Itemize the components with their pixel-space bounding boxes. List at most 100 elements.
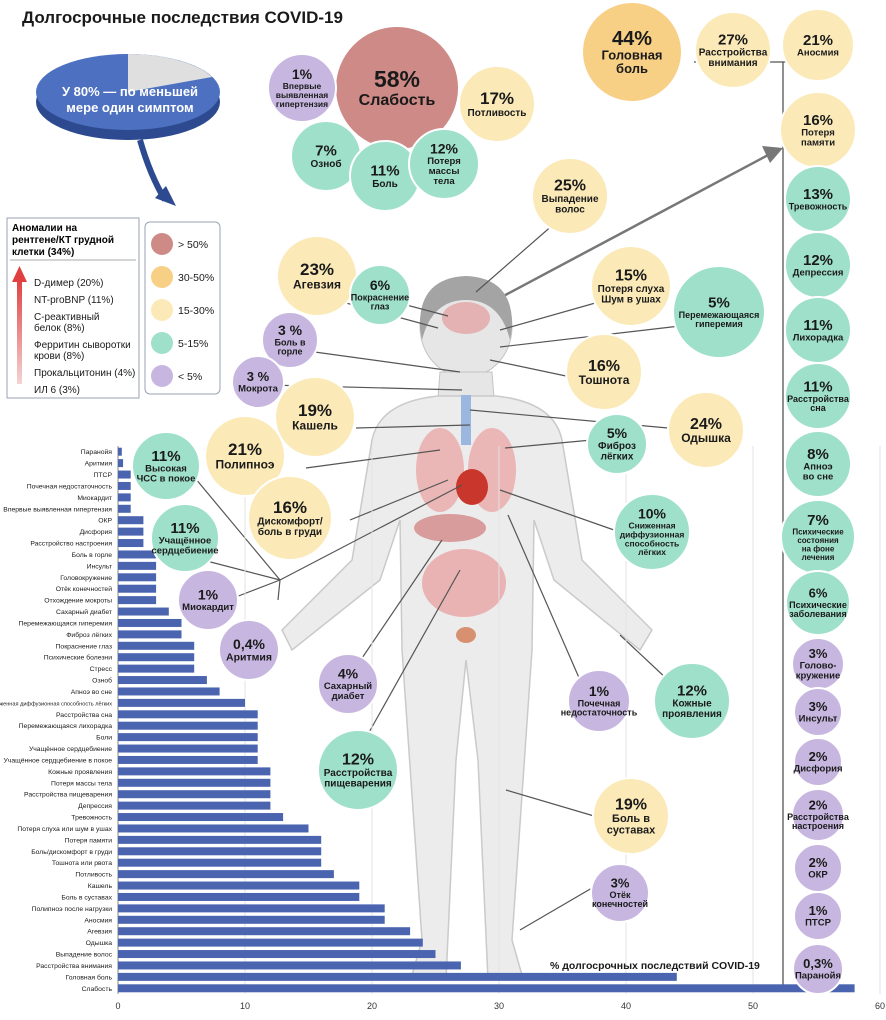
bubble-label: Перемежающаяся bbox=[679, 310, 760, 320]
bar bbox=[118, 721, 258, 730]
bubble-label: Психические bbox=[789, 600, 847, 610]
symptom-bubbles: 58%Слабость1%Впервыевыявленнаягипертензи… bbox=[131, 1, 772, 923]
category-label: Потеря слуха или шум в ушах bbox=[17, 826, 112, 833]
legend-swatch bbox=[151, 233, 173, 255]
bubble-percent: 24% bbox=[690, 416, 722, 433]
bar bbox=[118, 527, 144, 536]
symptom-bubble: 11%Боль bbox=[349, 140, 421, 212]
bubble-label: внимания bbox=[708, 58, 757, 69]
bar bbox=[118, 801, 271, 810]
bubble-label: Одышка bbox=[681, 431, 731, 445]
bubble-percent: 7% bbox=[315, 143, 337, 160]
symptom-bubble: 23%Агевзия bbox=[276, 235, 358, 317]
bar bbox=[118, 481, 131, 490]
bubble-percent: 44% bbox=[612, 28, 652, 50]
bubble-label: диффузионная bbox=[620, 529, 685, 539]
symptom-bubble: 1%ПТСР bbox=[793, 891, 843, 941]
lab-item: С-реактивный bbox=[34, 312, 100, 323]
x-tick-label: 60 bbox=[875, 1001, 885, 1011]
category-label: Отёк конечностей bbox=[56, 585, 112, 593]
bubble-label: Апноэ bbox=[803, 462, 832, 473]
bubble-label: гипертензия bbox=[276, 99, 328, 109]
symptom-bubble: 2%ОКР bbox=[793, 843, 843, 893]
symptom-bubble: 3%Инсульт bbox=[793, 687, 843, 737]
category-label: Почечная недостаточность bbox=[27, 483, 113, 490]
bubble-label: Кожные bbox=[672, 699, 712, 710]
legend-label: 5-15% bbox=[178, 338, 208, 350]
bubble-percent: 6% bbox=[370, 277, 391, 293]
bar bbox=[118, 470, 131, 479]
leader-lines bbox=[194, 209, 681, 931]
bar bbox=[118, 813, 284, 822]
category-label: Слабость bbox=[82, 985, 113, 993]
category-label: Головная боль bbox=[66, 973, 113, 981]
bubble-label: Покраснение bbox=[351, 292, 409, 302]
symptom-bubble: 7%Озноб bbox=[290, 120, 362, 192]
symptom-bubble: 1%Миокардит bbox=[177, 569, 239, 631]
bubble-label: конечностей bbox=[592, 899, 648, 909]
bubble-label: проявления bbox=[662, 709, 722, 720]
category-label: Агевзия bbox=[87, 929, 112, 936]
lab-title-line-3: клетки (34%) bbox=[12, 247, 74, 258]
bar bbox=[118, 504, 131, 513]
bubble-percent: 5% bbox=[708, 294, 730, 311]
category-label: Боль в суставах bbox=[61, 894, 112, 901]
bubble-label: ОКР bbox=[808, 870, 828, 881]
bubble-label: Шум в ушах bbox=[601, 295, 661, 306]
bubble-label: Расстройства bbox=[787, 394, 850, 404]
symptom-bubble: 0,4%Аритмия bbox=[218, 619, 280, 681]
category-label: ПТСР bbox=[94, 472, 113, 479]
bubble-percent: 2% bbox=[809, 855, 828, 870]
symptom-bubble: 12%Депрессия bbox=[784, 231, 852, 299]
bubble-percent: 25% bbox=[554, 178, 586, 195]
category-label: Впервые выявленная гипертензия bbox=[3, 506, 112, 513]
symptom-bubble: 16%Дискомфорт/боль в груди bbox=[247, 475, 333, 561]
lab-item: Прокальцитонин (4%) bbox=[34, 368, 135, 379]
legend: > 50% 30-50% 15-30% 5-15% < 5% bbox=[144, 221, 221, 395]
x-tick-label: 20 bbox=[367, 1001, 377, 1011]
bubble-percent: 11% bbox=[803, 317, 832, 334]
legend-swatch bbox=[151, 332, 173, 354]
lab-item: Ферритин сыворотки bbox=[34, 340, 131, 351]
bubble-label: лечения bbox=[802, 553, 835, 562]
legend-label: 30-50% bbox=[178, 272, 214, 284]
category-label: ОКР bbox=[98, 518, 112, 525]
category-label: Озноб bbox=[92, 677, 112, 685]
bubble-label: Лихорадка bbox=[793, 333, 844, 344]
bar bbox=[118, 459, 124, 468]
bubble-label: Озноб bbox=[310, 158, 341, 170]
bubble-label: Боль в bbox=[612, 813, 650, 825]
bubble-percent: 2% bbox=[809, 798, 828, 813]
category-label: Учащённое сердцебиение в покое bbox=[3, 756, 112, 764]
bar bbox=[118, 790, 271, 799]
category-label: Тошнота или рвота bbox=[52, 860, 112, 867]
symptom-bubble: 24%Одышка bbox=[667, 391, 745, 469]
bubble-label: боль bbox=[616, 61, 648, 76]
legend-label: 15-30% bbox=[178, 305, 214, 317]
bar bbox=[118, 892, 360, 901]
lab-title-line-1: Аномалии на bbox=[12, 223, 78, 234]
symptom-bubble: 11%Лихорадка bbox=[784, 296, 852, 364]
bar bbox=[118, 607, 169, 616]
bar bbox=[118, 687, 220, 696]
legend-swatch bbox=[151, 365, 173, 387]
bubble-label: кружение bbox=[796, 671, 841, 682]
bar bbox=[118, 573, 157, 582]
bubble-percent: 10% bbox=[638, 506, 667, 522]
bubble-percent: 3% bbox=[809, 699, 828, 714]
bar bbox=[118, 516, 144, 525]
bar bbox=[118, 596, 157, 605]
bubble-percent: 5% bbox=[607, 425, 628, 441]
bar bbox=[118, 835, 322, 844]
bubble-label: способность bbox=[625, 538, 679, 548]
